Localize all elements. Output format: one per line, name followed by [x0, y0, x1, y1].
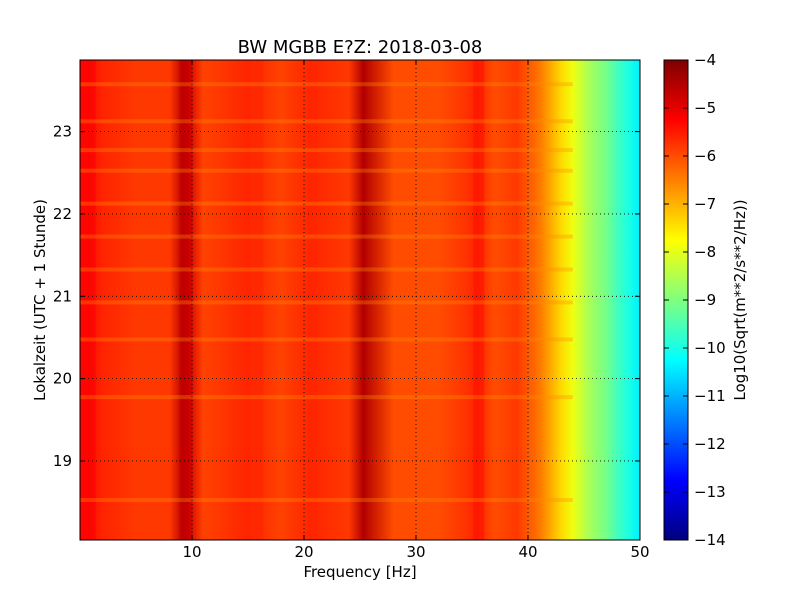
y-axis-label: Lokalzeit (UTC + 1 Stunde) — [31, 199, 49, 401]
colorbar-tick-label: −13 — [694, 483, 726, 501]
time-band — [80, 119, 573, 124]
y-tick-label: 22 — [53, 205, 72, 223]
colorbar-tick-label: −6 — [694, 147, 716, 165]
time-band — [80, 395, 573, 400]
spectral-lines — [86, 60, 485, 540]
y-tick-label: 21 — [53, 287, 72, 305]
time-band — [80, 234, 573, 239]
y-tick-label: 23 — [53, 123, 72, 141]
x-tick-label: 20 — [294, 543, 313, 561]
colorbar-tick-label: −4 — [694, 51, 716, 69]
colorbar-tick-label: −8 — [694, 243, 716, 261]
chart-title: BW MGBB E?Z: 2018-03-08 — [238, 37, 483, 58]
x-tick-label: 30 — [406, 543, 425, 561]
time-band — [80, 82, 573, 87]
spectral-line — [254, 60, 264, 540]
colorbar-tick-label: −9 — [694, 291, 716, 309]
time-band — [80, 168, 573, 173]
spectral-line — [86, 60, 96, 540]
colorbar-tick-label: −5 — [694, 99, 716, 117]
colorbar-tick-label: −14 — [694, 531, 726, 549]
y-axis: 19 20 21 22 23 — [53, 123, 640, 470]
spectral-line — [473, 60, 485, 540]
colorbar-tick-label: −12 — [694, 435, 726, 453]
colorbar: −4 −5 −6 −7 −8 −9 −10 −11 −12 −13 −14 Log10(Sqrt(m… — [663, 51, 749, 549]
grid-lines — [80, 60, 640, 540]
x-tick-label: 10 — [182, 543, 201, 561]
plot-frame — [79, 59, 641, 541]
spectral-line — [179, 60, 193, 540]
time-band — [80, 267, 573, 272]
x-axis-label: Frequency [Hz] — [303, 563, 416, 581]
y-tick-label: 19 — [53, 452, 72, 470]
spectral-line — [361, 60, 365, 540]
time-band — [80, 498, 573, 503]
colorbar-tick-label: −10 — [694, 339, 726, 357]
y-tick-label: 20 — [53, 370, 72, 388]
spectrogram-image — [80, 60, 640, 540]
time-band — [80, 300, 573, 305]
colorbar-ticks: −4 −5 −6 −7 −8 −9 −10 −11 −12 −13 −14 — [664, 51, 726, 549]
time-band — [80, 201, 573, 206]
colorbar-tick-label: −7 — [694, 195, 716, 213]
x-axis: 10 20 30 40 50 — [182, 60, 650, 561]
time-bands — [80, 82, 573, 503]
time-band — [80, 337, 573, 342]
time-band — [80, 148, 573, 153]
plot-area — [79, 59, 641, 541]
x-tick-label: 40 — [518, 543, 537, 561]
colorbar-label: Log10(Sqrt(m**2/s**2/Hz)) — [731, 199, 749, 400]
colorbar-tick-label: −11 — [694, 387, 726, 405]
x-tick-label: 50 — [630, 543, 649, 561]
